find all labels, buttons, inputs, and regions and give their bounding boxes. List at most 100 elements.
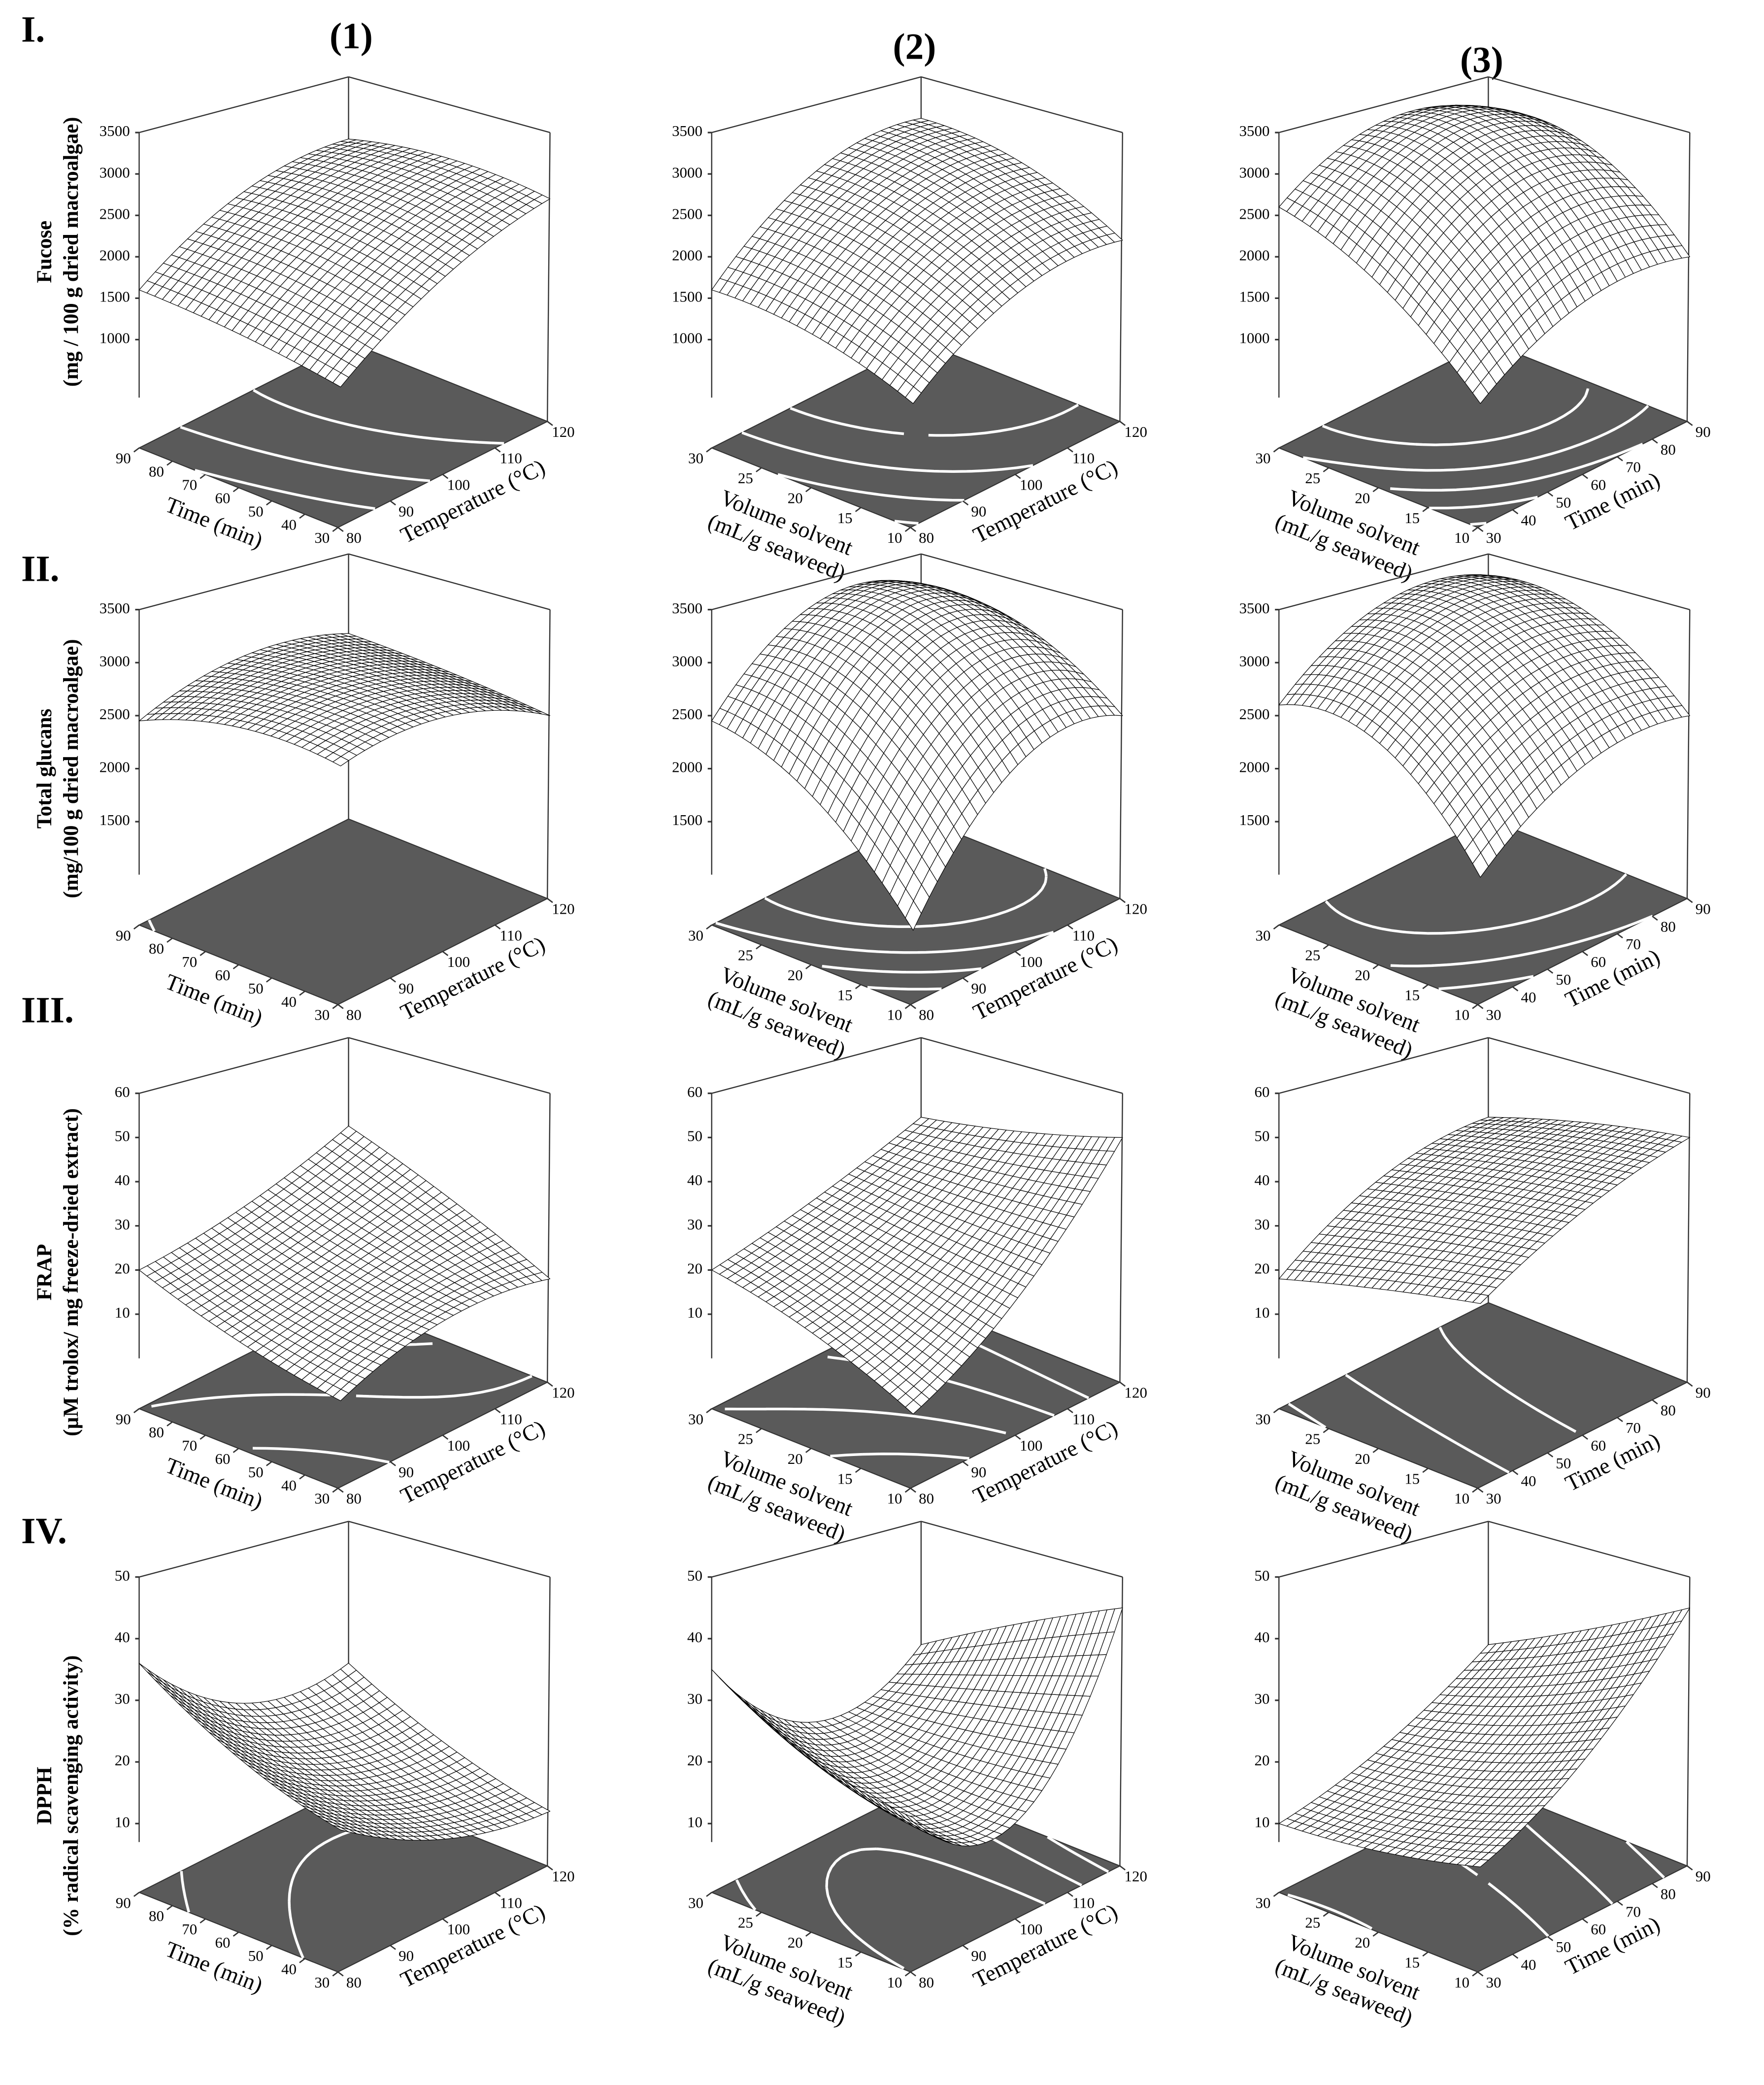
- z-tick-label: 1500: [100, 288, 130, 305]
- axis-line: [1119, 132, 1124, 422]
- z-tick-label: 1500: [1239, 811, 1270, 828]
- z-tick-label: 2500: [100, 705, 130, 723]
- floor: [710, 341, 1122, 529]
- axis-line: [711, 76, 922, 133]
- y-tick: [756, 944, 762, 950]
- contour: [741, 345, 1079, 525]
- x-tick-label: 40: [1521, 989, 1536, 1006]
- x-tick: [910, 527, 916, 532]
- surface-plot: 1000150020002500300035001015202530809010…: [672, 76, 1147, 586]
- y-tick-label: 10: [887, 1006, 902, 1024]
- y-axis-title: Time (min): [162, 492, 266, 553]
- y-tick: [332, 1004, 338, 1009]
- y-tick-label: 20: [1355, 966, 1370, 984]
- z-tick-label: 2000: [1239, 246, 1270, 264]
- x-tick: [1652, 438, 1658, 444]
- z-tick-label: 1000: [1239, 330, 1270, 347]
- axis-line: [348, 553, 550, 610]
- column-label: (2): [893, 27, 936, 67]
- y-tick-label: 40: [281, 516, 297, 533]
- y-tick: [266, 977, 272, 983]
- x-tick: [1582, 951, 1588, 956]
- z-axis-title: (mg/100 g dried macroalgae): [60, 639, 83, 898]
- x-tick-label: 100: [447, 476, 470, 494]
- y-tick: [1323, 944, 1329, 950]
- column-label: (3): [1460, 39, 1503, 80]
- y-tick-label: 10: [887, 529, 902, 546]
- z-tick-label: 2000: [672, 246, 702, 264]
- y-tick-label: 30: [688, 927, 703, 944]
- y-tick: [706, 924, 712, 930]
- z-tick-label: 2500: [672, 205, 702, 222]
- y-tick-label: 40: [281, 993, 297, 1010]
- y-tick: [855, 507, 862, 512]
- axis-line: [348, 76, 550, 133]
- y-tick: [133, 447, 140, 453]
- z-tick-label: 2000: [100, 246, 130, 264]
- y-tick: [200, 474, 206, 479]
- y-tick-label: 30: [314, 529, 330, 546]
- y-tick: [805, 964, 812, 969]
- z-tick-label: 1500: [672, 811, 702, 828]
- x-tick: [1477, 1004, 1484, 1009]
- z-tick-label: 2500: [672, 705, 702, 723]
- axis-line: [1686, 609, 1691, 899]
- y-tick-label: 25: [738, 469, 753, 487]
- row-label: II.: [21, 549, 59, 590]
- y-tick-label: 30: [1256, 450, 1271, 467]
- z-tick-label: 3000: [100, 164, 130, 181]
- x-tick: [547, 421, 553, 426]
- y-tick-label: 15: [1404, 986, 1420, 1003]
- y-tick-label: 90: [116, 927, 131, 944]
- z-tick-label: 3000: [1239, 652, 1270, 669]
- x-tick: [1687, 421, 1693, 426]
- x-tick-label: 30: [1486, 1006, 1501, 1024]
- y-tick: [855, 984, 862, 990]
- surface-plot: 1500200025003000350010152025303040506070…: [1239, 553, 1711, 1063]
- y-tick: [299, 513, 305, 519]
- y-tick-label: 10: [1454, 1006, 1469, 1024]
- y-tick-label: 10: [1454, 529, 1469, 546]
- z-tick-label: 3000: [672, 652, 702, 669]
- axis-line: [139, 76, 349, 133]
- x-tick: [390, 977, 396, 983]
- axis-line: [546, 1093, 551, 1383]
- y-tick: [166, 937, 173, 943]
- y-tick-label: 60: [215, 966, 231, 984]
- z-tick-label: 3500: [672, 599, 702, 617]
- axis-line: [921, 76, 1123, 133]
- z-tick-label: 2000: [1239, 759, 1270, 776]
- z-tick-label: 3000: [1239, 164, 1270, 181]
- y-tick-label: 25: [738, 947, 753, 964]
- y-tick: [299, 991, 305, 996]
- y-tick-label: 15: [837, 509, 853, 527]
- axis-line: [139, 1037, 349, 1094]
- x-tick: [1547, 492, 1554, 497]
- y-tick: [332, 527, 338, 532]
- y-tick-label: 25: [1305, 947, 1320, 964]
- y-tick-label: 30: [314, 1006, 330, 1024]
- z-tick-label: 1500: [1239, 288, 1270, 305]
- x-tick-label: 120: [1125, 423, 1147, 440]
- x-tick: [337, 1004, 344, 1009]
- y-tick-label: 25: [1305, 469, 1320, 487]
- x-tick-label: 90: [399, 502, 414, 520]
- y-tick: [1323, 467, 1329, 472]
- y-tick: [1422, 507, 1429, 512]
- x-tick-label: 80: [1661, 441, 1676, 458]
- surface-plot: 1000150020002500300035003040506070809080…: [33, 76, 575, 553]
- x-tick: [390, 500, 396, 506]
- row-label: I.: [21, 9, 45, 50]
- y-tick-label: 20: [788, 966, 803, 984]
- y-tick: [756, 467, 762, 472]
- z-tick-label: 3000: [100, 652, 130, 669]
- z-tick-label: 2500: [1239, 705, 1270, 723]
- x-tick-label: 120: [552, 423, 574, 440]
- y-tick-label: 15: [1404, 509, 1420, 527]
- z-tick-label: 3500: [1239, 122, 1270, 139]
- x-tick: [962, 500, 969, 506]
- z-tick-label: 3500: [100, 122, 130, 139]
- z-tick-label: 1000: [100, 330, 130, 347]
- z-tick-label: 3500: [672, 122, 702, 139]
